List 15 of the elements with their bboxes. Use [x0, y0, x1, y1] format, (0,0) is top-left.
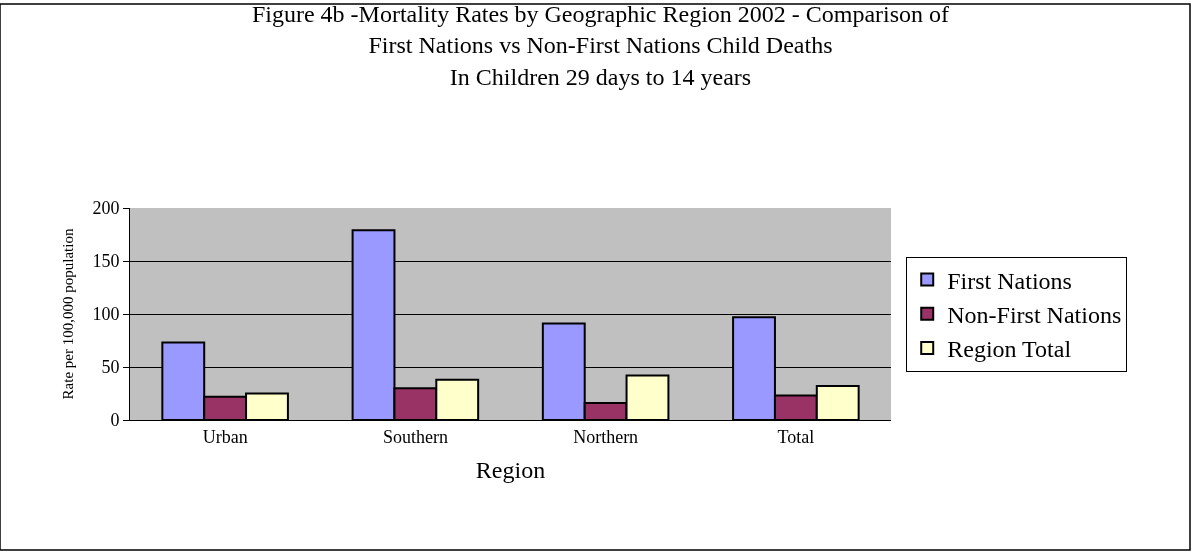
x-axis-title: Region	[475, 456, 546, 483]
y-axis-title: Rate per 100,000 population	[59, 228, 76, 400]
y-tick-label: 150	[92, 251, 120, 272]
legend-label: First Nations	[947, 267, 1072, 294]
y-tick-label: 200	[92, 198, 120, 219]
x-tick-label: Total	[777, 426, 815, 447]
y-tick-label: 100	[92, 304, 120, 325]
x-tick-label: Southern	[382, 426, 448, 447]
y-tick-label: 50	[101, 357, 120, 378]
x-tick-label: Urban	[202, 426, 248, 447]
chart-title: Figure 4b -Mortality Rates by Geographic Region 2002 - Comparison of First Nations vs Non-First Nations Child Deaths In Children 29 days to 14 years	[251, 1, 950, 90]
legend-label: Non-First Nations	[947, 302, 1122, 329]
y-tick-label: 0	[110, 410, 120, 431]
x-tick-label: Northern	[573, 426, 639, 447]
legend-label: Region Total	[947, 336, 1072, 363]
